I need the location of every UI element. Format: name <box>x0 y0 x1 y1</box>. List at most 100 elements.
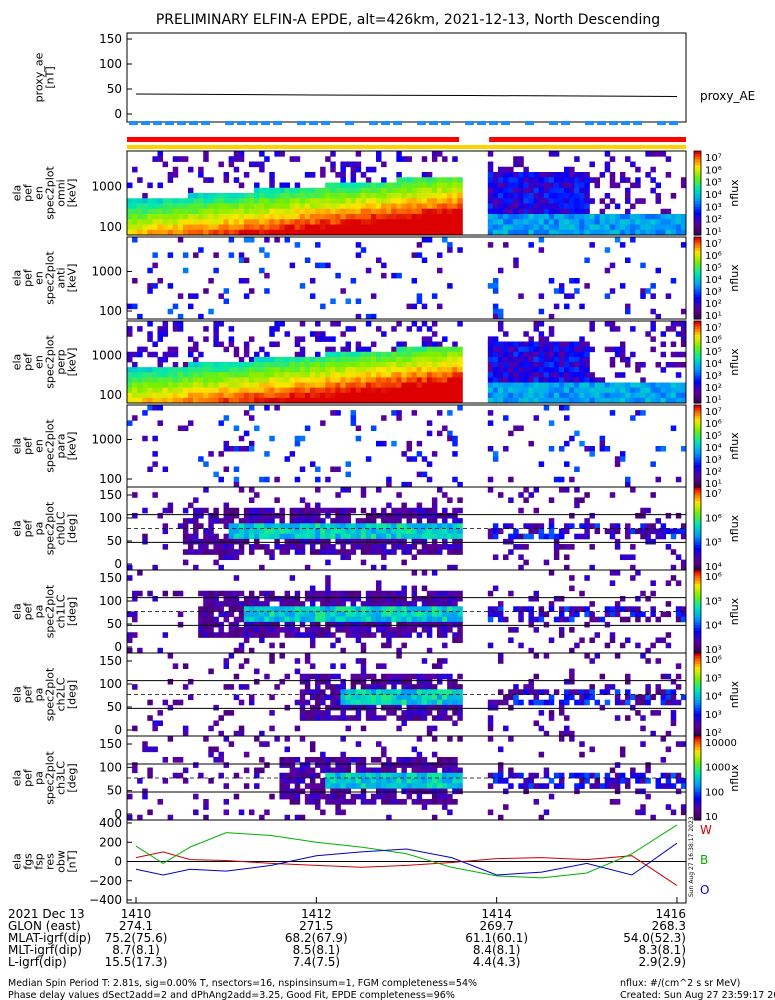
omni-heatmap-cell <box>553 198 560 204</box>
para-heatmap-cell <box>391 440 397 447</box>
ch2LC-heatmap-cell <box>370 689 377 695</box>
ch3LC-heatmap-cell <box>340 783 346 789</box>
ch2LC-heatmap-cell <box>421 694 428 701</box>
ch0LC-heatmap-cell <box>284 533 291 540</box>
ch1LC-heatmap-cell <box>132 632 138 638</box>
perp-heatmap-cell <box>548 372 555 378</box>
ch1LC-heatmap-cell <box>619 606 626 612</box>
perp-heatmap-cell <box>177 397 184 404</box>
para-colorbar-tick: 10³ <box>705 455 722 466</box>
omni-heatmap-cell <box>274 208 280 215</box>
perp-heatmap-cell <box>325 387 331 394</box>
ch1LC-colorbar-cell <box>694 600 701 604</box>
ch1LC-heatmap-cell <box>604 611 611 618</box>
ch1LC-heatmap-cell <box>376 621 382 628</box>
ch1LC-colorbar-tick: 10³ <box>705 645 722 656</box>
ch1LC-heatmap-cell <box>309 642 316 649</box>
ch3LC-heatmap-cell <box>340 809 346 816</box>
ch0LC-heatmap-cell <box>396 538 402 545</box>
omni-heatmap-cell <box>604 166 611 173</box>
omni-heatmap-cell <box>182 229 189 236</box>
ch1LC-heatmap-cell <box>284 595 291 602</box>
ch0LC-heatmap-cell <box>660 533 667 540</box>
omni-heatmap-cell <box>269 193 275 199</box>
ch0LC-heatmap-cell <box>421 528 428 535</box>
ch3LC-heatmap-cell <box>396 757 402 763</box>
ch2LC-heatmap-cell <box>157 720 163 727</box>
ch1LC-heatmap-cell <box>259 590 265 597</box>
ch0LC-heatmap-cell <box>381 518 387 524</box>
anti-heatmap-cell <box>411 252 418 258</box>
perp-heatmap-cell <box>238 372 245 378</box>
ch3LC-heatmap-cell <box>396 762 402 768</box>
ch1LC-heatmap-cell <box>132 595 138 602</box>
perp-heatmap-cell <box>243 387 250 394</box>
ch3LC-heatmap-cell <box>386 778 392 784</box>
ch0LC-heatmap-cell <box>396 507 402 514</box>
ch0LC-heatmap-cell <box>447 497 453 503</box>
omni-heatmap-cell <box>233 193 240 199</box>
ch1LC-heatmap-cell <box>269 616 275 623</box>
perp-heatmap-cell <box>269 341 275 348</box>
ch2LC-heatmap-cell <box>431 715 438 721</box>
ch1LC-heatmap-cell <box>528 621 534 628</box>
ch2LC-heatmap-cell <box>396 653 402 659</box>
perp-heatmap-cell <box>233 392 240 399</box>
omni-heatmap-cell <box>421 203 428 210</box>
ch2LC-heatmap-cell <box>248 699 255 706</box>
ch2LC-heatmap-cell <box>350 704 357 711</box>
perp-heatmap-cell <box>299 336 306 342</box>
perp-heatmap-cell <box>213 397 219 404</box>
omni-heatmap-cell <box>538 203 545 210</box>
perp-heatmap-cell <box>645 387 651 394</box>
ch3LC-heatmap-cell <box>132 762 138 768</box>
ch1LC-heatmap-cell <box>604 621 611 628</box>
ch0LC-heatmap-cell <box>558 533 565 540</box>
para-heatmap-cell <box>289 451 296 457</box>
para-heatmap-cell <box>162 466 169 473</box>
omni-heatmap-cell <box>635 182 641 189</box>
omni-heatmap-cell <box>132 224 138 231</box>
perp-heatmap-cell <box>203 367 209 373</box>
para-heatmap-cell <box>436 430 443 437</box>
para-heatmap-cell <box>243 430 250 437</box>
ch1LC-heatmap-cell <box>411 590 418 597</box>
perp-heatmap-cell <box>157 326 163 332</box>
ch0LC-heatmap-cell <box>304 528 311 535</box>
perp-heatmap-cell <box>406 387 412 394</box>
ch2LC-heatmap-cell <box>340 684 346 690</box>
ch0LC-heatmap-cell <box>360 523 367 529</box>
perp-heatmap-cell <box>548 331 555 337</box>
perp-heatmap-cell <box>518 387 524 394</box>
ch3LC-heatmap-cell <box>360 762 367 768</box>
perp-heatmap-cell <box>137 367 143 373</box>
ch1LC-heatmap-cell <box>426 590 433 597</box>
ch0LC-heatmap-cell <box>162 544 169 550</box>
ch0LC-heatmap-cell <box>223 533 230 540</box>
omni-heatmap-cell <box>589 198 595 204</box>
ch0LC-heatmap-cell <box>543 533 550 540</box>
ch2LC-heatmap-cell <box>411 715 418 721</box>
ch1LC-heatmap-cell <box>513 627 519 633</box>
perp-heatmap-cell <box>315 336 321 342</box>
ch1LC-heatmap-cell <box>309 606 316 612</box>
omni-heatmap-cell <box>320 193 326 199</box>
ch0LC-heatmap-cell <box>228 507 235 514</box>
ch2LC-heatmap-cell <box>442 699 448 706</box>
ch0LC-heatmap-cell <box>609 528 616 535</box>
omni-heatmap-cell <box>320 203 326 210</box>
ch2LC-heatmap-cell <box>228 710 235 716</box>
omni-heatmap-cell <box>614 182 621 189</box>
omni-heatmap-cell <box>564 166 570 173</box>
perp-heatmap-cell <box>452 382 458 389</box>
ch0LC-heatmap-cell <box>401 528 407 535</box>
anti-heatmap-cell <box>497 308 504 315</box>
perp-heatmap-cell <box>391 387 397 394</box>
ch0LC-heatmap-cell <box>431 523 438 529</box>
ch1LC-heatmap-cell <box>320 627 326 633</box>
ch0LC-heatmap-cell <box>213 533 219 540</box>
perp-colorbar-cell <box>694 389 701 393</box>
perp-heatmap-cell <box>416 356 423 363</box>
omni-heatmap-cell <box>279 193 285 199</box>
perp-heatmap-cell <box>543 367 550 373</box>
